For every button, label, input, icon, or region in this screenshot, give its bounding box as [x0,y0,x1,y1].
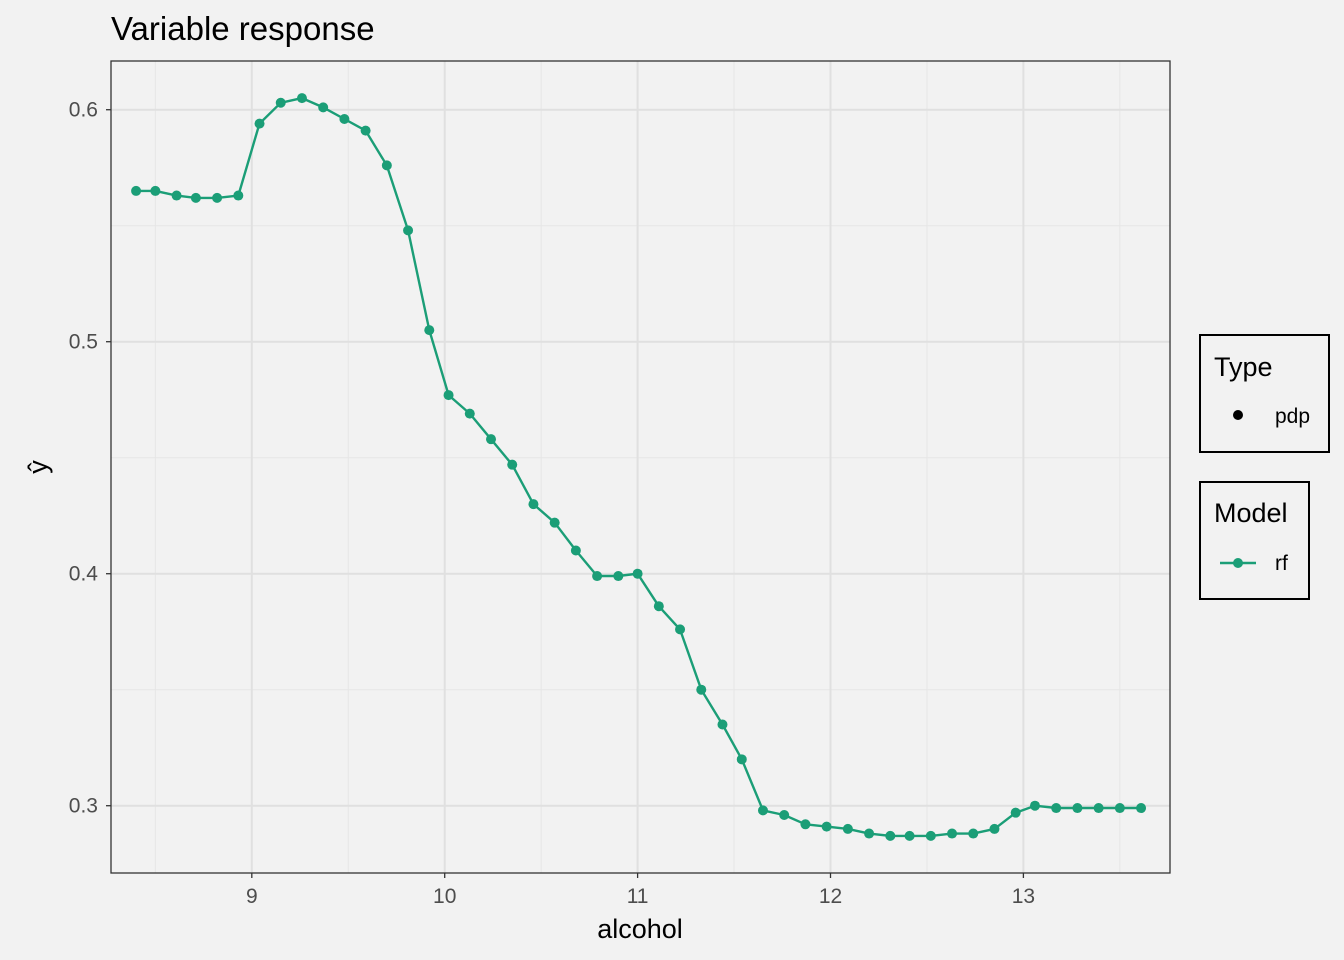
data-point [150,185,161,196]
data-point [360,125,371,136]
data-point [1072,803,1083,814]
data-point [1093,803,1104,814]
data-point [1051,803,1062,814]
legend-type-box [1199,334,1330,453]
data-point [696,684,707,695]
plot-area [110,60,1171,874]
data-point [212,192,223,203]
data-point [821,821,832,832]
y-tick-label: 0.4 [69,563,99,586]
data-point [757,805,768,816]
data-point [842,823,853,834]
data-point [864,828,875,839]
data-point [925,830,936,841]
data-point [275,97,286,108]
data-point [717,719,728,730]
y-tick-label: 0.5 [69,331,98,354]
data-point [339,114,350,124]
data-point [885,830,896,841]
data-point [424,325,435,336]
data-point [1029,800,1040,811]
x-tick-label: 13 [1012,885,1035,908]
data-point [592,571,603,582]
legend-model: Model rf [1199,481,1310,600]
data-point [904,830,915,841]
data-point [570,545,581,556]
data-point [486,434,497,445]
y-axis-label: ŷ [23,460,53,474]
data-point [443,390,454,401]
chart-title: Variable response [111,10,375,47]
x-tick-label: 12 [819,885,842,908]
x-axis-label: alcohol [597,914,683,944]
legend-rf-point-icon [1233,558,1243,568]
legend-model-title: Model [1214,498,1288,528]
legend-rf-label: rf [1275,552,1288,575]
x-axis-ticks: 9 10 11 12 13 [246,873,1035,908]
data-point [381,160,392,171]
data-point [613,571,624,582]
plot-panel [111,61,1170,873]
legend-pdp-label: pdp [1275,405,1310,428]
data-point [968,828,979,839]
data-point [549,517,560,528]
data-point [1114,803,1125,814]
data-point [403,225,414,236]
data-point [1136,803,1147,814]
legend-model-box [1199,481,1310,600]
data-point [464,408,475,419]
legend-type: Type pdp [1199,334,1330,453]
data-point [989,823,1000,834]
data-point [507,459,518,470]
y-tick-label: 0.6 [69,99,98,122]
data-point [296,93,307,104]
data-point [632,568,643,579]
data-point [947,828,958,839]
data-point [233,190,244,201]
grid-major [111,61,1170,873]
data-point [736,754,747,765]
y-axis-ticks: 0.3 0.4 0.5 0.6 [69,99,111,818]
data-point [1010,807,1021,818]
data-point [254,118,265,129]
data-point [675,624,686,635]
data-point [171,190,182,201]
data-point [190,192,201,203]
x-tick-label: 9 [246,885,258,908]
legend-pdp-point-icon [1233,410,1243,420]
y-tick-label: 0.3 [69,795,98,818]
data-point [318,102,329,113]
data-point [131,185,142,196]
series-layer [131,93,1147,841]
grid-minor [111,61,1170,873]
data-point [528,499,539,510]
x-tick-label: 11 [627,885,649,908]
legend-type-title: Type [1214,352,1273,382]
data-point [653,601,664,612]
data-point [779,810,790,820]
data-point [800,819,811,830]
x-tick-label: 10 [433,885,456,908]
plot-border [110,60,1171,874]
